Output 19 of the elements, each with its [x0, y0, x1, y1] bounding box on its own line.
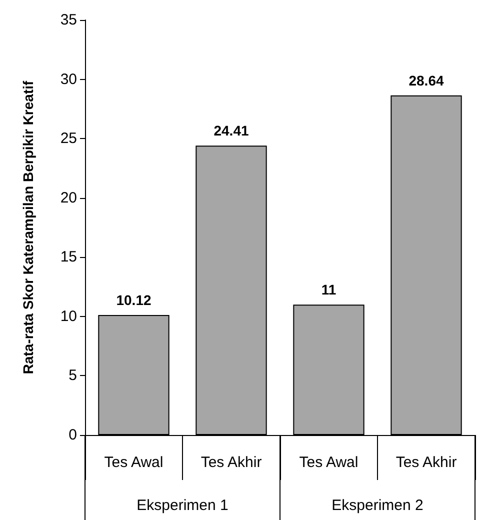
y-axis-title: Rata-rata Skor Katerampilan Berpikir Kreatif: [20, 80, 36, 374]
x-tick-label: Tes Akhir: [200, 454, 262, 471]
text: Eksperimen 2: [332, 497, 424, 514]
x-tick-label: Tes Awal: [104, 454, 164, 471]
data-label: 11: [321, 282, 336, 298]
y-tick-label: 35: [60, 12, 77, 28]
y-tick-label: 20: [60, 189, 77, 206]
y-tick-label: 0: [68, 426, 77, 444]
data-label: 10.12: [116, 292, 152, 308]
data-label: 28.64: [408, 72, 444, 88]
x-tick-label: Tes Akhir: [396, 454, 457, 471]
y-tick-label: 5: [68, 367, 77, 384]
y-tick-label: 10: [60, 308, 77, 325]
y-tick-label: 30: [60, 70, 77, 88]
text: Eksperimen 1: [136, 497, 228, 514]
y-tick-label: 15: [60, 248, 77, 266]
data-label: 24.41: [214, 122, 249, 139]
x-tick-label: Tes Awal: [299, 454, 358, 471]
y-tick-label: 25: [60, 130, 77, 148]
